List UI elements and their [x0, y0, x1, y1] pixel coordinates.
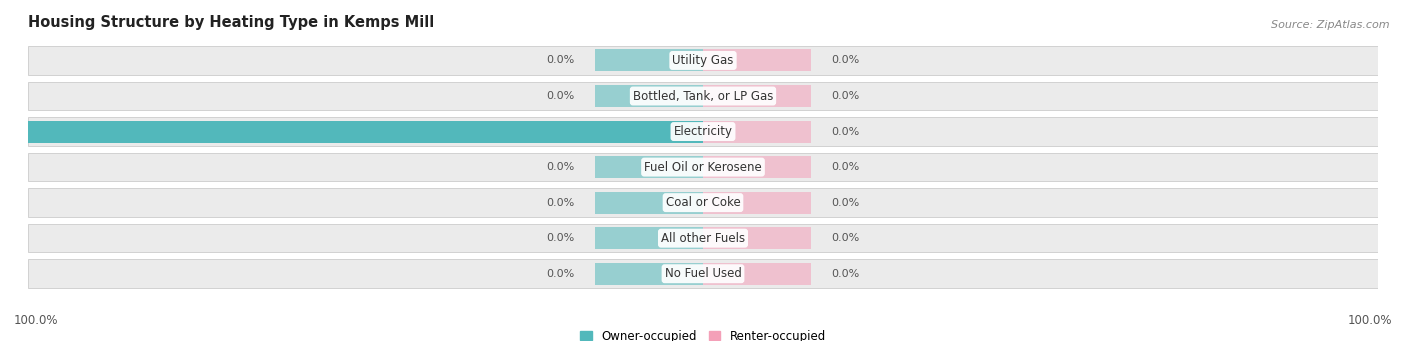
Text: 0.0%: 0.0%: [547, 198, 575, 208]
Bar: [703, 156, 811, 178]
Text: 100.0%: 100.0%: [14, 314, 59, 327]
Text: 100.0%: 100.0%: [0, 127, 14, 136]
Text: 0.0%: 0.0%: [831, 162, 859, 172]
Legend: Owner-occupied, Renter-occupied: Owner-occupied, Renter-occupied: [579, 330, 827, 341]
Bar: [595, 263, 703, 285]
Text: 0.0%: 0.0%: [831, 56, 859, 65]
Text: Source: ZipAtlas.com: Source: ZipAtlas.com: [1271, 20, 1389, 30]
Bar: [28, 260, 1378, 288]
Text: 0.0%: 0.0%: [547, 56, 575, 65]
Text: 0.0%: 0.0%: [831, 127, 859, 136]
Bar: [28, 153, 1378, 181]
Text: 0.0%: 0.0%: [831, 91, 859, 101]
Bar: [703, 120, 811, 143]
Text: Housing Structure by Heating Type in Kemps Mill: Housing Structure by Heating Type in Kem…: [28, 15, 434, 30]
Text: Coal or Coke: Coal or Coke: [665, 196, 741, 209]
Bar: [595, 85, 703, 107]
Bar: [703, 263, 811, 285]
Text: 0.0%: 0.0%: [547, 91, 575, 101]
Text: Electricity: Electricity: [673, 125, 733, 138]
Text: Bottled, Tank, or LP Gas: Bottled, Tank, or LP Gas: [633, 89, 773, 103]
Text: 0.0%: 0.0%: [547, 269, 575, 279]
Text: Utility Gas: Utility Gas: [672, 54, 734, 67]
Bar: [28, 189, 1378, 217]
Bar: [28, 120, 703, 143]
Bar: [703, 49, 811, 72]
Bar: [28, 46, 1378, 75]
Bar: [703, 192, 811, 214]
Text: 0.0%: 0.0%: [831, 198, 859, 208]
Bar: [28, 224, 1378, 252]
Bar: [595, 227, 703, 249]
Bar: [28, 82, 1378, 110]
Text: No Fuel Used: No Fuel Used: [665, 267, 741, 280]
Text: 0.0%: 0.0%: [831, 269, 859, 279]
Text: 0.0%: 0.0%: [547, 233, 575, 243]
Bar: [703, 85, 811, 107]
Text: All other Fuels: All other Fuels: [661, 232, 745, 245]
Bar: [595, 192, 703, 214]
Bar: [595, 49, 703, 72]
Text: 0.0%: 0.0%: [547, 162, 575, 172]
Bar: [703, 227, 811, 249]
Bar: [28, 117, 1378, 146]
Text: 0.0%: 0.0%: [831, 233, 859, 243]
Bar: [595, 156, 703, 178]
Text: Fuel Oil or Kerosene: Fuel Oil or Kerosene: [644, 161, 762, 174]
Text: 100.0%: 100.0%: [1347, 314, 1392, 327]
